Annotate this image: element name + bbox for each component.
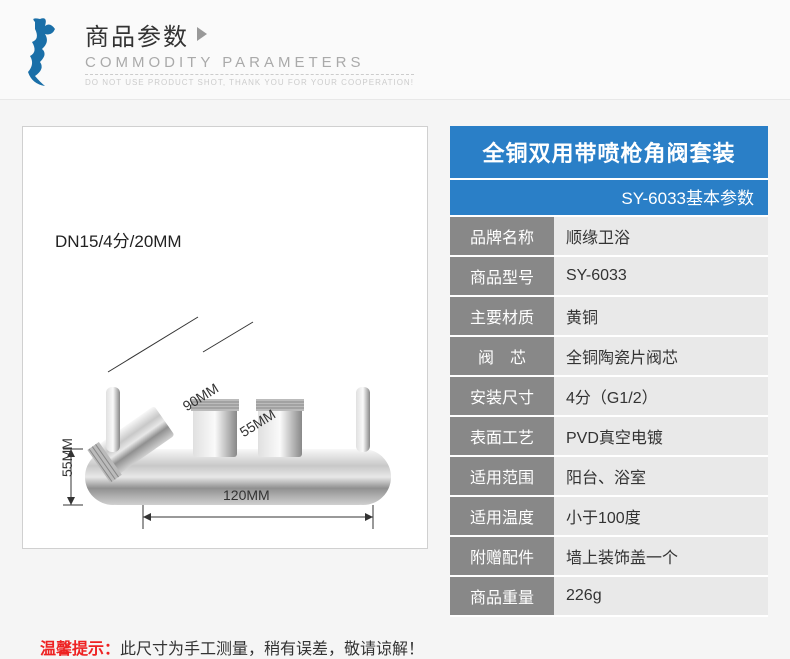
spec-row: 商品重量226g [450,576,768,616]
spec-label: 适用范围 [450,456,554,496]
dim-55b: 55MM [59,438,75,477]
header-bar: 商品参数 COMMODITY PARAMETERS DO NOT USE PRO… [0,0,790,100]
spec-label: 适用温度 [450,496,554,536]
spec-row: 适用温度小于100度 [450,496,768,536]
spec-subtitle: SY-6033基本参数 [450,179,768,216]
dim-120: 120MM [223,487,270,503]
diagram-top-label: DN15/4分/20MM [55,227,182,252]
mermaid-logo-icon [20,14,70,89]
spec-value: 全铜陶瓷片阀芯 [554,336,768,376]
spec-value: 小于100度 [554,496,768,536]
spec-value: 黄铜 [554,296,768,336]
spec-label: 商品重量 [450,576,554,616]
footer-warn: 温馨提示： [40,641,120,658]
spec-row: 阀 芯全铜陶瓷片阀芯 [450,336,768,376]
spec-row: 主要材质黄铜 [450,296,768,336]
spec-label: 阀 芯 [450,336,554,376]
spec-label: 商品型号 [450,256,554,296]
spec-value: 4分（G1/2） [554,376,768,416]
spec-table: 全铜双用带喷枪角阀套装 SY-6033基本参数 品牌名称顺缘卫浴商品型号SY-6… [450,126,768,617]
content-area: DN15/4分/20MM [0,100,790,617]
footer-note: 温馨提示：此尺寸为手工测量，稍有误差，敬请谅解！ [40,635,790,659]
spec-value: 顺缘卫浴 [554,216,768,256]
header-subtitle: COMMODITY PARAMETERS [85,54,414,71]
spec-value: SY-6033 [554,256,768,296]
footer-msg: 此尺寸为手工测量，稍有误差，敬请谅解！ [120,641,424,658]
spec-label: 品牌名称 [450,216,554,256]
spec-label: 安装尺寸 [450,376,554,416]
spec-row: 附赠配件墙上装饰盖一个 [450,536,768,576]
spec-label: 表面工艺 [450,416,554,456]
play-arrow-icon [197,27,207,41]
spec-label: 附赠配件 [450,536,554,576]
spec-value: PVD真空电镀 [554,416,768,456]
spec-row: 品牌名称顺缘卫浴 [450,216,768,256]
header-title: 商品参数 [85,17,189,52]
product-diagram: DN15/4分/20MM [22,126,428,549]
spec-row: 商品型号SY-6033 [450,256,768,296]
spec-row: 安装尺寸4分（G1/2） [450,376,768,416]
header-note: DO NOT USE PRODUCT SHOT, THANK YOU FOR Y… [85,74,414,87]
spec-value: 226g [554,576,768,616]
spec-value: 阳台、浴室 [554,456,768,496]
spec-title: 全铜双用带喷枪角阀套装 [450,126,768,179]
spec-value: 墙上装饰盖一个 [554,536,768,576]
spec-label: 主要材质 [450,296,554,336]
spec-row: 适用范围阳台、浴室 [450,456,768,496]
header-text-block: 商品参数 COMMODITY PARAMETERS DO NOT USE PRO… [85,17,414,87]
spec-row: 表面工艺PVD真空电镀 [450,416,768,456]
